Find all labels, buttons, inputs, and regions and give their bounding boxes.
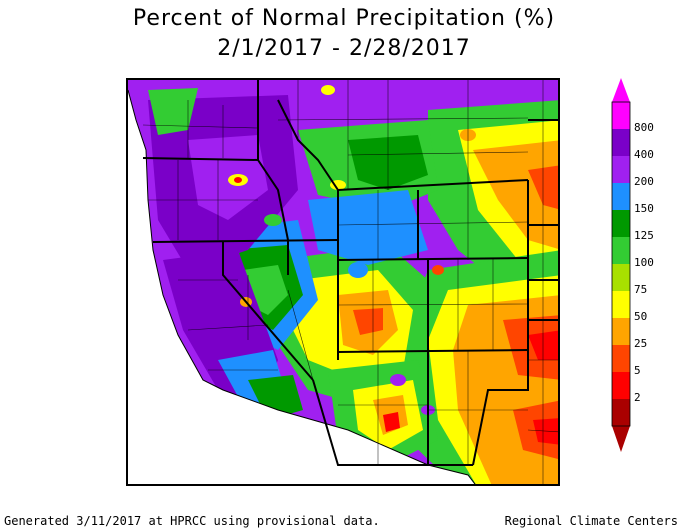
source-credit: Regional Climate Centers bbox=[504, 514, 678, 528]
legend-label: 100 bbox=[634, 256, 654, 269]
legend-swatches bbox=[612, 102, 630, 426]
legend-label: 150 bbox=[634, 202, 654, 215]
map-title: Percent of Normal Precipitation (%) bbox=[132, 6, 556, 31]
legend-swatch bbox=[612, 102, 630, 129]
legend-label: 2 bbox=[634, 391, 641, 404]
legend-label: 25 bbox=[634, 337, 648, 350]
legend-label: 75 bbox=[634, 283, 648, 296]
legend-arrow-top bbox=[612, 78, 630, 102]
legend-colorbar bbox=[611, 78, 631, 452]
legend-swatch bbox=[612, 183, 630, 210]
legend-label: 800 bbox=[634, 121, 654, 134]
legend-label: 200 bbox=[634, 175, 654, 188]
legend-swatch bbox=[612, 318, 630, 345]
date-range: 2/1/2017 - 2/28/2017 bbox=[217, 36, 471, 61]
legend-swatch bbox=[612, 210, 630, 237]
legend-label: 5 bbox=[634, 364, 641, 377]
legend-swatch bbox=[612, 291, 630, 318]
legend-swatch bbox=[612, 129, 630, 156]
legend-swatch bbox=[612, 399, 630, 426]
precipitation-map bbox=[126, 78, 560, 486]
legend-label: 50 bbox=[634, 310, 648, 323]
legend-label: 125 bbox=[634, 229, 654, 242]
legend-swatch bbox=[612, 237, 630, 264]
legend-label: 400 bbox=[634, 148, 654, 161]
legend-swatch bbox=[612, 372, 630, 399]
generated-note: Generated 3/11/2017 at HPRCC using provi… bbox=[4, 514, 380, 528]
legend-swatch bbox=[612, 156, 630, 183]
legend-swatch bbox=[612, 345, 630, 372]
climate-divisions bbox=[142, 80, 558, 484]
map-canvas bbox=[128, 80, 558, 484]
legend-arrow-bottom bbox=[612, 426, 630, 452]
legend-swatch bbox=[612, 264, 630, 291]
